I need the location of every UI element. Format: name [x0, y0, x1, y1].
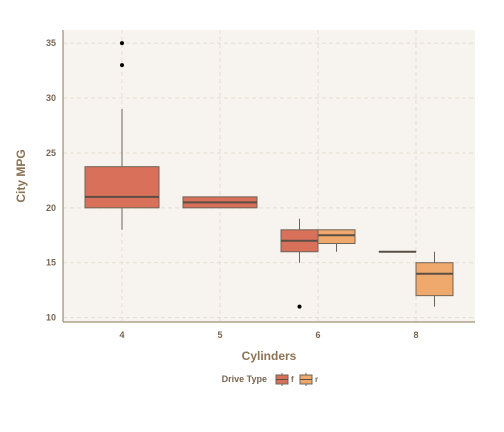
box-body — [317, 229, 356, 245]
x-tick-label: 5 — [217, 330, 222, 340]
x-tick-labels: 4 5 6 8 — [119, 330, 418, 340]
box-f-5 — [182, 196, 258, 209]
legend-title: Drive Type — [222, 374, 267, 384]
legend-key-f — [275, 373, 289, 386]
outlier-point — [297, 304, 302, 309]
x-axis-title: Cylinders — [242, 349, 297, 363]
x-tick-label: 8 — [413, 330, 418, 340]
legend-key-r — [299, 373, 313, 386]
y-tick-label: 20 — [46, 203, 56, 213]
legend: Drive Type f r — [222, 373, 318, 386]
x-tick-label: 4 — [119, 330, 124, 340]
outlier-point — [120, 63, 124, 68]
legend-label: r — [315, 375, 318, 384]
y-axis-title: City MPG — [14, 149, 28, 202]
y-tick-label: 25 — [46, 148, 56, 158]
y-tick-label: 35 — [46, 38, 56, 48]
y-tick-labels: 10 15 20 25 30 35 — [46, 38, 56, 322]
grid-lines — [63, 30, 475, 322]
box-body — [84, 166, 160, 209]
x-tick-label: 6 — [315, 330, 320, 340]
box-series — [84, 41, 454, 309]
y-tick-label: 15 — [46, 258, 56, 268]
box-body — [415, 262, 454, 297]
legend-label: f — [291, 375, 294, 384]
y-tick-label: 30 — [46, 93, 56, 103]
y-tick-label: 10 — [46, 313, 56, 323]
box-f-4 — [84, 41, 160, 230]
box-r-8 — [415, 251, 454, 307]
box-r-6 — [317, 229, 356, 252]
outlier-point — [120, 41, 124, 46]
